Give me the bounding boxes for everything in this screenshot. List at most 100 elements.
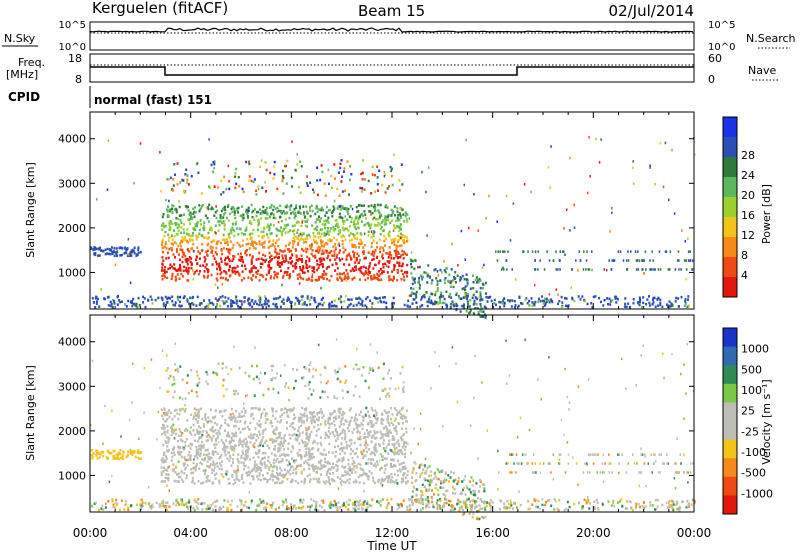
echo-cell (485, 282, 487, 285)
echo-cell (198, 381, 200, 384)
echo-cell (297, 229, 299, 232)
echo-cell (377, 224, 379, 227)
echo-cell (314, 301, 316, 304)
echo-cell (281, 408, 283, 411)
echo-cell (245, 438, 247, 441)
echo-cell (255, 452, 257, 455)
echo-cell (403, 444, 405, 447)
echo-cell (454, 492, 456, 495)
echo-cell (680, 296, 682, 299)
echo-cell (229, 266, 231, 269)
echo-cell (241, 303, 243, 306)
echo-cell (339, 433, 341, 436)
echo-cell (444, 282, 446, 285)
echo-cell (117, 455, 119, 458)
echo-cell (337, 225, 339, 228)
echo-cell (487, 300, 489, 303)
freq-tick-high: 18 (68, 52, 82, 65)
echo-cell (257, 211, 259, 214)
echo-cell (92, 455, 94, 458)
echo-cell (201, 463, 203, 466)
echo-cell (470, 287, 472, 290)
echo-cell (334, 177, 336, 180)
echo-cell (205, 214, 207, 217)
echo-cell (368, 448, 370, 451)
echo-cell (191, 443, 193, 446)
echo-cell (453, 305, 455, 308)
echo-cell (351, 468, 353, 471)
echo-cell (387, 475, 389, 478)
echo-cell (222, 362, 224, 365)
echo-cell (331, 264, 333, 267)
echo-cell (164, 266, 166, 269)
echo-cell (314, 235, 316, 238)
echo-cell (239, 431, 241, 434)
echo-cell (175, 301, 177, 304)
echo-cell (261, 187, 263, 190)
echo-cell (383, 235, 385, 238)
echo-cell (403, 472, 405, 475)
echo-cell (270, 255, 272, 258)
echo-cell (177, 440, 179, 443)
echo-cell (609, 298, 611, 301)
echo-cell (269, 461, 271, 464)
echo-cell (234, 270, 236, 273)
echo-cell (344, 215, 346, 218)
echo-cell (255, 267, 257, 270)
echo-cell (509, 300, 511, 303)
echo-cell (337, 223, 339, 226)
echo-cell (443, 260, 445, 263)
echo-cell (253, 181, 255, 184)
echo-cell (305, 444, 307, 447)
echo-cell (310, 215, 312, 218)
echo-cell (93, 301, 95, 304)
echo-cell (345, 238, 347, 241)
echo-cell (207, 439, 209, 442)
echo-cell (686, 268, 688, 271)
echo-cell (247, 243, 249, 246)
echo-cell (258, 252, 260, 255)
echo-cell (653, 259, 655, 262)
echo-cell (166, 418, 168, 421)
echo-cell (380, 482, 382, 485)
echo-cell (546, 250, 548, 253)
echo-cell (501, 268, 503, 271)
echo-cell (145, 306, 147, 309)
echo-cell (224, 208, 226, 211)
echo-cell (381, 467, 383, 470)
echo-cell (292, 472, 294, 475)
echo-cell (300, 419, 302, 422)
echo-cell (182, 408, 184, 411)
echo-cell (270, 422, 272, 425)
echo-cell (515, 278, 517, 281)
echo-cell (217, 299, 219, 302)
echo-cell (286, 414, 288, 417)
echo-cell (437, 494, 439, 497)
echo-cell (289, 301, 291, 304)
echo-cell (197, 440, 199, 443)
echo-cell (102, 455, 104, 458)
echo-cell (311, 276, 313, 279)
echo-cell (337, 378, 339, 381)
echo-cell (313, 456, 315, 459)
echo-cell (320, 257, 322, 260)
echo-cell (170, 412, 172, 415)
echo-cell (297, 244, 299, 247)
echo-cell (530, 297, 532, 300)
echo-cell (296, 163, 298, 166)
echo-cell (267, 300, 269, 303)
echo-cell (372, 267, 374, 270)
echo-cell (222, 441, 224, 444)
echo-cell (245, 465, 247, 468)
echo-cell (482, 283, 484, 286)
echo-cell (217, 452, 219, 455)
echo-cell (481, 507, 483, 510)
echo-cell (288, 298, 290, 301)
echo-cell (319, 411, 321, 414)
echo-cell (243, 191, 245, 194)
echo-cell (264, 452, 266, 455)
echo-cell (190, 239, 192, 242)
echo-cell (179, 296, 181, 299)
echo-cell (326, 474, 328, 477)
echo-cell (166, 431, 168, 434)
